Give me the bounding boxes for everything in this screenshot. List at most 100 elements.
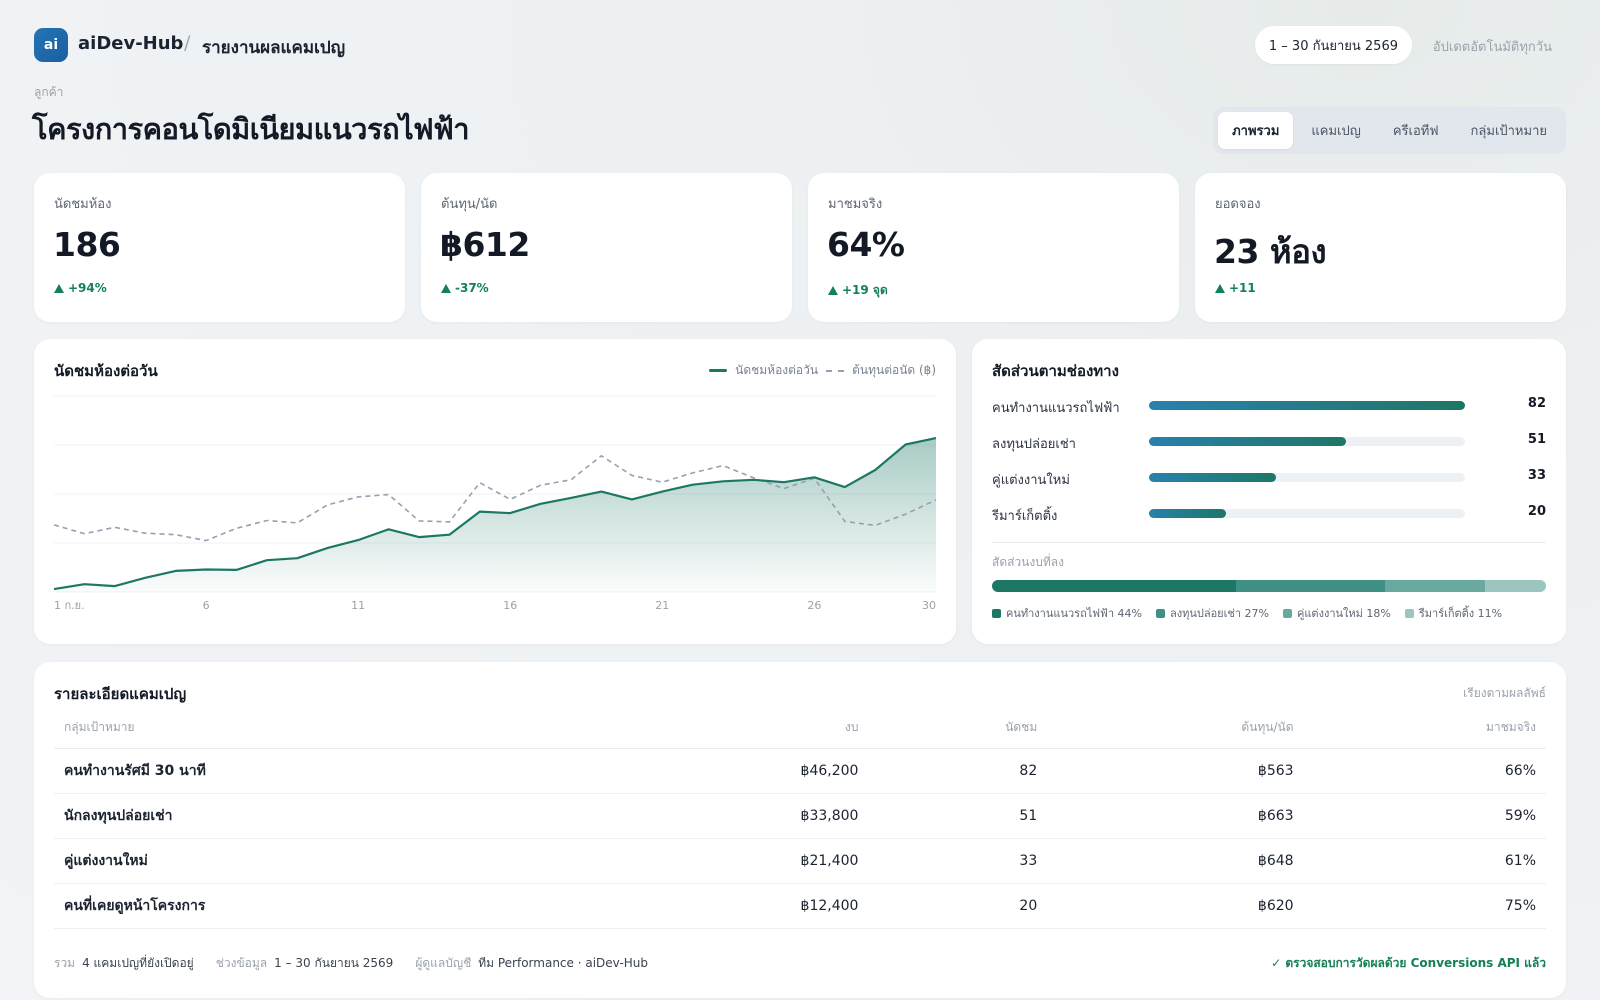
cell-cost: ฿620	[1047, 883, 1304, 929]
legend-label: คนทำงานแนวรถไฟฟ้า 44%	[1006, 607, 1142, 620]
kpi-card-bookings: ยอดจอง 23 ห้อง +11	[1195, 173, 1566, 322]
legend-item: ลงทุนปล่อยเช่า 27%	[1155, 604, 1269, 622]
trend-up-icon	[54, 283, 64, 293]
channel-label: คู่แต่งงานใหม่	[992, 473, 1070, 488]
tab-campaigns[interactable]: แคมเปญ	[1311, 124, 1361, 139]
channel-label: คนทำงานแนวรถไฟฟ้า	[992, 401, 1120, 416]
channel-row: คนทำงานแนวรถไฟฟ้า 82	[992, 395, 1546, 416]
col-show-rate[interactable]: มาชมจริง	[1303, 708, 1546, 749]
legend-appointments: นัดชมห้องต่อวัน	[735, 363, 819, 377]
trend-up-icon	[441, 283, 451, 293]
footer-owner-value: ทีม Performance · aiDev-Hub	[478, 956, 649, 970]
legend-label: คู่แต่งงานใหม่ 18%	[1296, 607, 1391, 620]
appointments-line	[53, 437, 937, 591]
budget-share-legend: คนทำงานแนวรถไฟฟ้า 44% ลงทุนปล่อยเช่า 27%…	[992, 604, 1502, 622]
kpi-delta-value: +19 จุด	[842, 283, 888, 297]
channel-value: 33	[1527, 468, 1546, 483]
channel-value: 82	[1527, 396, 1546, 411]
x-tick-label: 21	[655, 599, 669, 612]
legend-swatch	[1282, 608, 1292, 618]
verified-badge: ✓ ตรวจสอบการวัดผลด้วย Conversions API แล…	[1271, 956, 1546, 970]
kpi-delta-value: +94%	[68, 281, 107, 295]
channel-bar-track	[1149, 509, 1465, 518]
legend-item: คู่แต่งงานใหม่ 18%	[1282, 604, 1391, 622]
client-label: ลูกค้า	[34, 85, 64, 99]
kpi-value: 186	[53, 225, 121, 264]
legend-item: คนทำงานแนวรถไฟฟ้า 44%	[992, 604, 1142, 622]
legend-label: รีมาร์เก็ตติ้ง 11%	[1418, 607, 1503, 620]
channel-bar-fill	[1149, 473, 1277, 482]
kpi-label: ยอดจอง	[1215, 197, 1261, 212]
x-tick-label: 1 ก.ย.	[54, 599, 85, 612]
kpi-label: ต้นทุน/นัด	[441, 197, 498, 212]
cell-budget: ฿33,800	[689, 793, 869, 839]
kpi-delta: -37%	[441, 281, 489, 295]
kpi-label: นัดชมห้อง	[54, 197, 112, 212]
kpi-value: ฿612	[440, 225, 530, 264]
legend-swatch	[1155, 608, 1165, 618]
cell-audience: คนทำงานรัศมี 30 นาที	[54, 748, 690, 794]
budget-share-title: สัดส่วนงบที่ลง	[992, 555, 1064, 569]
table-row[interactable]: คู่แต่งงานใหม่ ฿21,400 33 ฿648 61%	[54, 838, 1546, 884]
legend-solid-swatch	[709, 369, 728, 372]
channel-bar-track	[1149, 473, 1465, 482]
cell-show-rate: 59%	[1303, 793, 1546, 839]
channel-bar-track	[1149, 437, 1465, 446]
cell-budget: ฿46,200	[689, 748, 869, 794]
legend-label: ลงทุนปล่อยเช่า 27%	[1169, 607, 1269, 620]
cell-show-rate: 66%	[1303, 748, 1546, 794]
channel-label: รีมาร์เก็ตติ้ง	[992, 509, 1058, 524]
budget-segment	[1485, 580, 1546, 592]
cell-audience: คู่แต่งงานใหม่	[54, 838, 690, 884]
col-appointments[interactable]: นัดชม	[868, 708, 1048, 749]
channel-bar-fill	[1149, 437, 1346, 446]
channel-bar-fill	[1149, 401, 1465, 410]
x-tick-label: 6	[203, 599, 210, 612]
breadcrumb-page: รายงานผลแคมเปญ	[202, 38, 346, 58]
channel-label: ลงทุนปล่อยเช่า	[992, 437, 1076, 452]
cell-budget: ฿12,400	[689, 883, 869, 929]
table-footer: รวม 4 แคมเปญที่ยังเปิดอยู่ ช่วงข้อมูล 1 …	[54, 954, 1546, 973]
legend-dashed-swatch	[826, 369, 845, 372]
kpi-delta: +19 จุด	[828, 281, 888, 300]
kpi-delta: +11	[1215, 281, 1256, 295]
cell-audience: คนที่เคยดูหน้าโครงการ	[54, 883, 690, 929]
table-row[interactable]: นักลงทุนปล่อยเช่า ฿33,800 51 ฿663 59%	[54, 793, 1546, 839]
sort-note[interactable]: เรียงตามผลลัพธ์	[1463, 686, 1546, 700]
divider	[992, 542, 1546, 543]
appointments-area	[54, 438, 936, 592]
logo-text: ai	[43, 37, 59, 53]
tab-creatives[interactable]: ครีเอทีฟ	[1392, 124, 1439, 139]
brand-name[interactable]: aiDev-Hub	[78, 33, 184, 54]
channel-value: 51	[1527, 432, 1546, 447]
budget-segment	[1385, 580, 1486, 592]
daily-appointments-chart-card: นัดชมห้องต่อวัน นัดชมห้องต่อวัน ต้นทุนต่…	[34, 339, 956, 644]
footer-range-key: ช่วงข้อมูล	[215, 956, 268, 970]
channel-bar-fill	[1149, 509, 1227, 518]
kpi-delta: +94%	[54, 281, 107, 295]
kpi-card-cost-per-appointment: ต้นทุน/นัด ฿612 -37%	[421, 173, 792, 322]
table-row[interactable]: คนที่เคยดูหน้าโครงการ ฿12,400 20 ฿620 75…	[54, 883, 1546, 929]
footer-total-key: รวม	[54, 956, 76, 970]
x-tick-label: 11	[351, 599, 365, 612]
cell-audience: นักลงทุนปล่อยเช่า	[54, 793, 690, 839]
cell-appointments: 82	[868, 748, 1048, 794]
kpi-value: 23 ห้อง	[1214, 232, 1327, 271]
trend-up-icon	[828, 286, 838, 295]
brand-logo[interactable]: ai	[34, 28, 68, 62]
budget-segment	[1235, 580, 1386, 592]
channel-breakdown-card: สัดส่วนตามช่องทาง คนทำงานแนวรถไฟฟ้า 82 ล…	[972, 339, 1566, 644]
tab-audiences[interactable]: กลุ่มเป้าหมาย	[1470, 124, 1547, 139]
cell-appointments: 51	[868, 793, 1048, 839]
col-audience[interactable]: กลุ่มเป้าหมาย	[54, 708, 690, 749]
budget-share-bar	[992, 580, 1546, 592]
col-cost-per-appointment[interactable]: ต้นทุน/นัด	[1047, 708, 1304, 749]
channel-value: 20	[1527, 504, 1546, 519]
tab-overview[interactable]: ภาพรวม	[1218, 112, 1294, 149]
x-tick-label: 30	[922, 599, 936, 612]
col-budget[interactable]: งบ	[689, 708, 869, 749]
table-row[interactable]: คนทำงานรัศมี 30 นาที ฿46,200 82 ฿563 66%	[54, 748, 1546, 794]
view-tabs: ภาพรวม แคมเปญ ครีเอทีฟ กลุ่มเป้าหมาย	[1213, 107, 1566, 154]
date-range-picker[interactable]: 1 – 30 กันยายน 2569	[1254, 26, 1412, 64]
legend-item: รีมาร์เก็ตติ้ง 11%	[1404, 604, 1503, 622]
